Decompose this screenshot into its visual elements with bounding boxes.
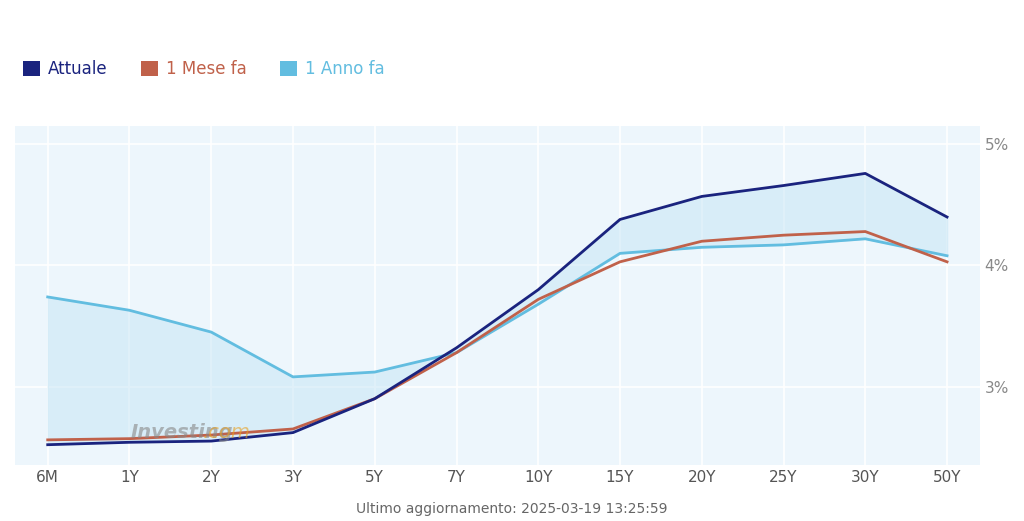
Text: Ultimo aggiornamento: 2025-03-19 13:25:59: Ultimo aggiornamento: 2025-03-19 13:25:5… (356, 502, 668, 516)
Legend: Attuale, 1 Mese fa, 1 Anno fa: Attuale, 1 Mese fa, 1 Anno fa (24, 60, 385, 78)
Text: Investing: Investing (131, 423, 233, 442)
Text: .com: .com (203, 423, 251, 442)
